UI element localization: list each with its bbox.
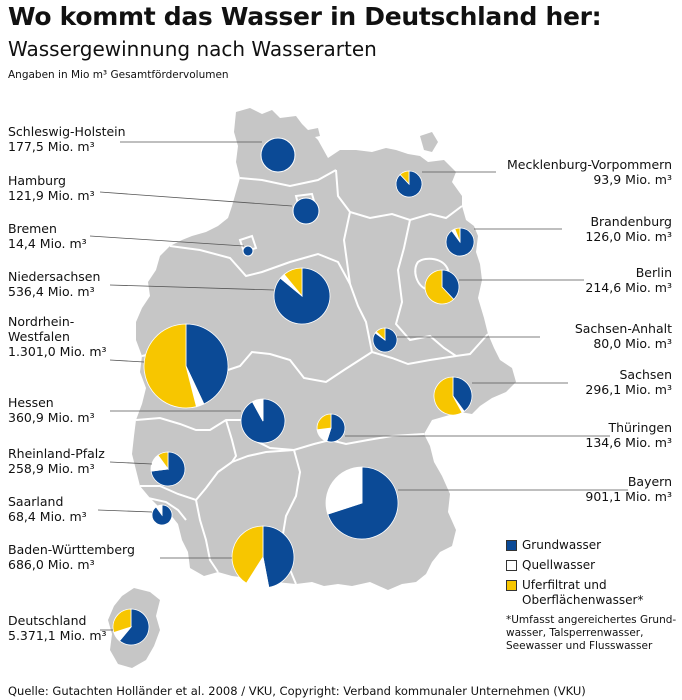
label-mecklenburg-vorpommern: Mecklenburg-Vorpommern 93,9 Mio. m³ <box>507 157 672 187</box>
label-rheinland-pfalz: Rheinland-Pfalz 258,9 Mio. m³ <box>8 446 105 476</box>
pie-slice-nordrhein-westfalen-2 <box>143 323 197 409</box>
pie-slice-sachsen-anhalt-2 <box>375 327 386 341</box>
pie-slice-hamburg-0 <box>292 197 320 225</box>
pie-slice-berlin-2 <box>424 269 455 305</box>
pie-nordrhein-westfalen <box>143 323 229 409</box>
pie-slice-mecklenburg-vorpommern-2 <box>399 170 410 186</box>
pie-hamburg <box>292 197 320 225</box>
label-niedersachsen: Niedersachsen 536,4 Mio. m³ <box>8 269 101 299</box>
pie-mecklenburg-vorpommern <box>395 170 423 198</box>
label-deutschland: Deutschland 5.371,1 Mio. m³ <box>8 613 107 643</box>
pie-schleswig-holstein <box>260 137 296 173</box>
germany-land-shape <box>132 108 516 590</box>
label-hessen: Hessen 360,9 Mio. m³ <box>8 395 95 425</box>
pie-deutschland <box>112 608 150 646</box>
label-sachsen: Sachsen 296,1 Mio. m³ <box>585 367 672 397</box>
leader-line-bremen <box>89 235 245 247</box>
legend-footnote: *Umfasst angereichertes Grund- wasser, T… <box>506 614 677 652</box>
page-subtitle: Wassergewinnung nach Wasserarten <box>8 37 377 61</box>
leader-line-rheinland-pfalz <box>109 461 153 465</box>
label-brandenburg: Brandenburg 126,0 Mio. m³ <box>585 214 672 244</box>
leader-line-saarland <box>97 509 153 513</box>
pie-slice-deutschland-2 <box>112 608 132 634</box>
label-berlin: Berlin 214,6 Mio. m³ <box>585 265 672 295</box>
label-schleswig-holstein: Schleswig-Holstein 177,5 Mio. m³ <box>8 124 126 154</box>
pie-baden-wuerttemberg <box>231 525 295 589</box>
pie-niedersachsen <box>273 267 331 325</box>
pie-thueringen <box>316 413 346 443</box>
pie-sachsen <box>433 376 473 416</box>
pie-slice-sachsen-2 <box>433 376 463 416</box>
pie-slice-bayern-0 <box>327 466 399 540</box>
pie-slice-rheinland-pfalz-2 <box>157 451 169 471</box>
pie-slice-bremen-0 <box>242 245 254 257</box>
page-title: Wo kommt das Wasser in Deutschland her: <box>8 2 602 31</box>
pie-slice-nordrhein-westfalen-0 <box>185 323 229 405</box>
pie-slice-saarland-1 <box>155 504 163 517</box>
legend-swatch-grundwasser <box>506 540 517 551</box>
island-ruegen <box>420 132 438 152</box>
pie-brandenburg <box>445 227 475 257</box>
pie-bremen <box>242 245 254 257</box>
unit-note: Angaben in Mio m³ Gesamtfördervolumen <box>8 69 229 81</box>
pie-slice-baden-wuerttemberg-2 <box>231 525 264 584</box>
pie-sachsen-anhalt <box>372 327 398 353</box>
pie-bayern <box>325 466 399 540</box>
leader-line-niedersachsen <box>109 284 275 291</box>
pie-slice-schleswig-holstein-0 <box>260 137 296 173</box>
germany-outline <box>132 108 516 590</box>
pie-hessen <box>240 398 286 444</box>
pie-slice-sachsen-0 <box>452 376 473 412</box>
pie-rheinland-pfalz <box>150 451 186 487</box>
label-baden-wuerttemberg: Baden-Württemberg 686,0 Mio. m³ <box>8 542 135 572</box>
pie-slice-berlin-0 <box>441 269 460 300</box>
pie-slice-bayern-1 <box>325 466 363 515</box>
island-fehmarn <box>308 128 320 138</box>
leader-line-nordrhein-westfalen <box>109 359 145 363</box>
legend-swatch-quellwasser <box>506 560 517 571</box>
legend-swatch-uferfiltrat <box>506 580 517 591</box>
label-sachsen-anhalt: Sachsen-Anhalt 80,0 Mio. m³ <box>574 321 672 351</box>
label-hamburg: Hamburg 121,9 Mio. m³ <box>8 173 95 203</box>
pie-slice-baden-wuerttemberg-0 <box>262 525 295 588</box>
label-nordrhein-westfalen: Nordrhein- Westfalen 1.301,0 Mio. m³ <box>8 314 107 359</box>
leader-line-hamburg <box>99 191 293 207</box>
leader-lines <box>89 141 628 631</box>
pie-slice-brandenburg-2 <box>454 227 461 243</box>
pie-berlin <box>424 269 460 305</box>
pie-slice-thueringen-2 <box>316 413 332 431</box>
pie-slice-niedersachsen-2 <box>283 267 303 298</box>
label-bremen: Bremen 14,4 Mio. m³ <box>8 221 87 251</box>
source-credit: Quelle: Gutachten Holländer et al. 2008 … <box>8 684 586 698</box>
label-thueringen: Thüringen 134,6 Mio. m³ <box>585 420 672 450</box>
label-bayern: Bayern 901,1 Mio. m³ <box>585 474 672 504</box>
pie-charts <box>112 137 475 646</box>
label-saarland: Saarland 68,4 Mio. m³ <box>8 494 87 524</box>
pie-saarland <box>151 504 173 526</box>
pie-slice-deutschland-0 <box>118 608 150 646</box>
pie-slice-hessen-1 <box>251 398 264 422</box>
